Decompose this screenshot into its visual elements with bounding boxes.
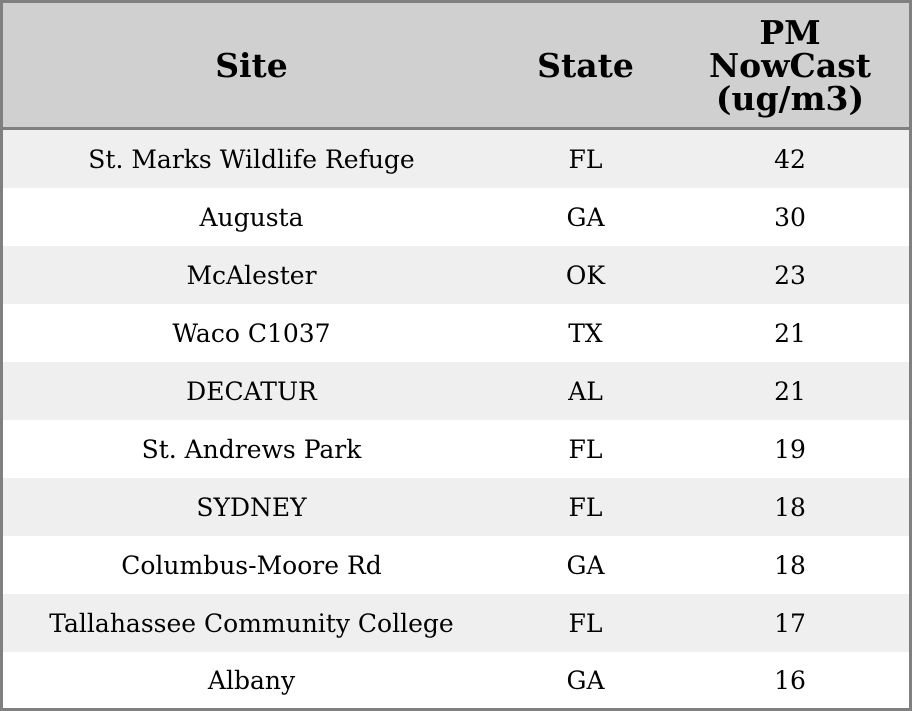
state-cell: OK xyxy=(500,246,671,304)
pm-value-cell: 19 xyxy=(671,420,909,478)
header-site: Site xyxy=(3,3,500,130)
site-cell: Columbus-Moore Rd xyxy=(3,536,500,594)
site-cell: St. Marks Wildlife Refuge xyxy=(3,128,500,188)
site-cell: DECATUR xyxy=(3,362,500,420)
table-row: SYDNEY FL 18 xyxy=(3,478,909,536)
header-site-label: Site xyxy=(215,45,288,85)
site-cell: SYDNEY xyxy=(3,478,500,536)
state-cell: AL xyxy=(500,362,671,420)
state-cell: FL xyxy=(500,420,671,478)
pm-value-cell: 17 xyxy=(671,594,909,652)
site-cell: Albany xyxy=(3,652,500,708)
state-cell: FL xyxy=(500,478,671,536)
site-cell: Waco C1037 xyxy=(3,304,500,362)
header-pm-line-3: (ug/m3) xyxy=(715,78,865,118)
header-state-label: State xyxy=(537,45,634,85)
pm-value-cell: 30 xyxy=(671,188,909,246)
table-row: St. Andrews Park FL 19 xyxy=(3,420,909,478)
header-pm-line-2: NowCast xyxy=(708,45,872,85)
site-cell: McAlester xyxy=(3,246,500,304)
table-row: DECATUR AL 21 xyxy=(3,362,909,420)
table-header: Site State PM NowCast (ug/m3) xyxy=(3,3,909,130)
header-pm-nowcast: PM NowCast (ug/m3) xyxy=(671,3,909,130)
state-cell: TX xyxy=(500,304,671,362)
table-row: Columbus-Moore Rd GA 18 xyxy=(3,536,909,594)
table-row: St. Marks Wildlife Refuge FL 42 xyxy=(3,128,909,188)
table-body: St. Marks Wildlife Refuge FL 42 Augusta GA 30… xyxy=(3,128,909,708)
state-cell: GA xyxy=(500,652,671,708)
state-cell: GA xyxy=(500,536,671,594)
state-cell: FL xyxy=(500,128,671,188)
pm-value-cell: 21 xyxy=(671,362,909,420)
header-state: State xyxy=(500,3,671,130)
table-row: Waco C1037 TX 21 xyxy=(3,304,909,362)
pm-value-cell: 18 xyxy=(671,478,909,536)
header-pm-line-1: PM xyxy=(759,12,821,52)
table-row: Augusta GA 30 xyxy=(3,188,909,246)
site-cell: Tallahassee Community College xyxy=(3,594,500,652)
table-row: McAlester OK 23 xyxy=(3,246,909,304)
site-cell: St. Andrews Park xyxy=(3,420,500,478)
site-cell: Augusta xyxy=(3,188,500,246)
pm-value-cell: 21 xyxy=(671,304,909,362)
header-row: Site State PM NowCast (ug/m3) xyxy=(3,3,909,130)
pm-nowcast-table: Site State PM NowCast (ug/m3) St. Marks … xyxy=(3,3,909,708)
state-cell: FL xyxy=(500,594,671,652)
table-row: Albany GA 16 xyxy=(3,652,909,708)
pm-value-cell: 42 xyxy=(671,128,909,188)
pm-value-cell: 18 xyxy=(671,536,909,594)
table-row: Tallahassee Community College FL 17 xyxy=(3,594,909,652)
state-cell: GA xyxy=(500,188,671,246)
pm-value-cell: 16 xyxy=(671,652,909,708)
pm-value-cell: 23 xyxy=(671,246,909,304)
